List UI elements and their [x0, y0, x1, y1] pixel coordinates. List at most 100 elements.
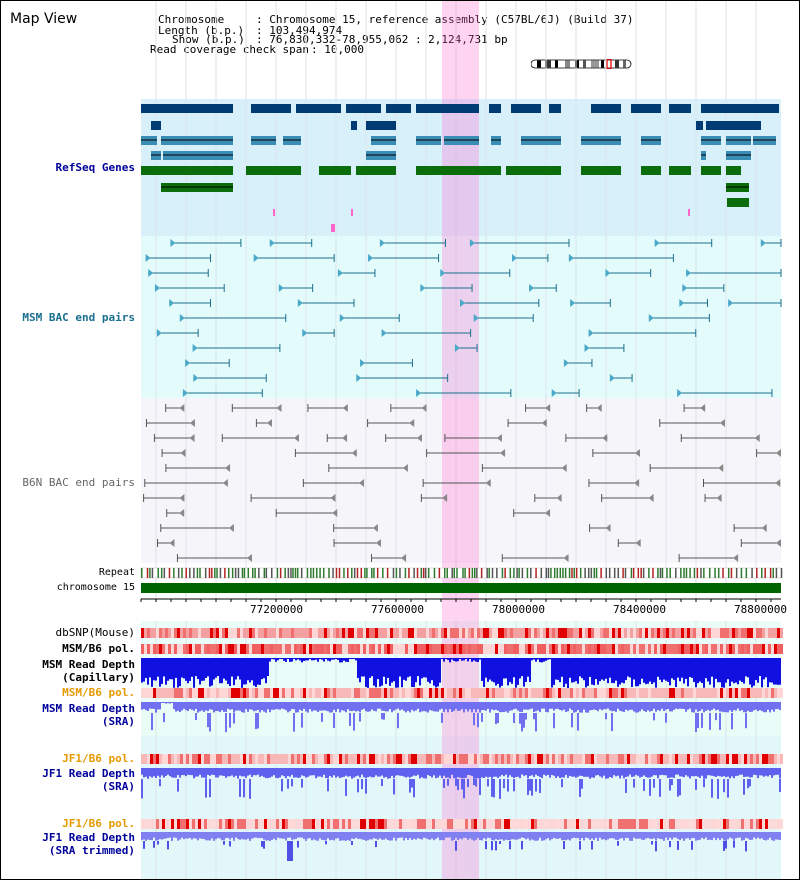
b6n-bac-end	[375, 539, 381, 547]
depth-bar	[707, 702, 709, 710]
depth-bar	[681, 702, 683, 709]
heat-cell	[735, 688, 738, 698]
depth-bar	[777, 768, 779, 775]
depth-bar	[379, 702, 381, 709]
depth-bar	[373, 702, 375, 711]
depth-bar	[307, 658, 309, 661]
depth-bar	[439, 702, 441, 710]
msm-bac-end	[584, 344, 590, 352]
depth-bar	[679, 702, 681, 709]
repeat-element	[775, 568, 778, 578]
depth-bar	[687, 832, 689, 839]
depth-bar	[199, 768, 201, 775]
depth-bar	[709, 713, 711, 730]
depth-bar	[195, 658, 197, 677]
heat-cell	[723, 754, 726, 764]
heat-cell	[597, 688, 600, 698]
depth-bar	[547, 702, 549, 713]
heat-cell	[726, 688, 729, 698]
heat-cell	[657, 688, 660, 698]
depth-bar	[265, 768, 267, 779]
depth-bar	[425, 702, 427, 712]
heat-cell	[624, 644, 627, 654]
depth-bar	[475, 768, 477, 779]
depth-bar	[371, 768, 373, 778]
heat-cell	[303, 628, 306, 638]
depth-bar	[749, 702, 751, 713]
depth-bar	[705, 768, 707, 779]
depth-bar	[683, 702, 685, 710]
heat-cell	[504, 819, 507, 829]
depth-bar	[289, 841, 291, 861]
depth-bar	[317, 768, 319, 777]
depth-bar	[735, 832, 737, 839]
depth-bar	[527, 702, 529, 710]
depth-bar	[257, 702, 259, 710]
heat-cell	[453, 754, 456, 764]
heat-cell	[483, 819, 486, 829]
depth-bar	[407, 702, 409, 711]
heat-cell	[681, 819, 684, 829]
heat-cell	[696, 819, 699, 829]
depth-bar	[355, 702, 357, 712]
depth-bar	[559, 658, 561, 683]
msm-bac-end	[469, 239, 475, 247]
depth-bar	[317, 658, 319, 662]
depth-bar	[305, 702, 307, 712]
depth-bar	[573, 768, 575, 777]
heat-cell	[159, 688, 162, 698]
chromosome-value: : Chromosome 15, reference assembly (C57…	[256, 13, 634, 26]
heat-cell	[549, 819, 552, 829]
depth-bar	[695, 658, 697, 688]
depth-bar	[317, 832, 319, 841]
depth-bar	[621, 658, 623, 683]
depth-bar	[773, 658, 775, 685]
depth-bar	[707, 832, 709, 840]
depth-bar	[313, 768, 315, 776]
heat-cell	[780, 688, 783, 698]
msm-bac-end	[551, 389, 557, 397]
heat-cell	[774, 819, 777, 829]
depth-bar	[529, 658, 531, 682]
depth-bar	[677, 779, 679, 797]
heat-cell	[336, 628, 339, 638]
depth-bar	[655, 702, 657, 712]
heat-cell	[267, 644, 270, 654]
heat-cell	[162, 688, 165, 698]
heat-cell	[534, 754, 537, 764]
heat-cell	[348, 628, 351, 638]
depth-bar	[241, 832, 243, 840]
depth-bar	[265, 702, 267, 713]
depth-bar	[757, 832, 759, 838]
depth-bar	[509, 768, 511, 776]
depth-bar	[629, 658, 631, 678]
depth-bar	[635, 658, 637, 687]
heat-cell	[453, 644, 456, 654]
repeat-element	[568, 568, 571, 578]
heat-cell	[432, 688, 435, 698]
depth-bar	[393, 779, 395, 795]
b6n-bac-end	[733, 554, 739, 562]
depth-bar	[297, 658, 299, 660]
depth-bar	[541, 658, 543, 663]
repeat-element	[693, 568, 696, 578]
depth-bar	[599, 702, 601, 710]
heat-cell	[492, 819, 495, 829]
gene-block	[549, 104, 561, 113]
repeat-element	[579, 568, 582, 578]
depth-bar	[145, 768, 147, 777]
depth-bar	[513, 779, 515, 792]
depth-bar	[731, 713, 733, 730]
depth-bar	[485, 832, 487, 840]
depth-bar	[421, 768, 423, 778]
depth-bar	[261, 768, 263, 776]
depth-bar	[537, 768, 539, 776]
heat-cell	[246, 688, 249, 698]
gene-block	[366, 121, 396, 130]
depth-bar	[621, 702, 623, 712]
repeat-element	[468, 568, 471, 578]
b6n-bac-end	[596, 404, 602, 412]
heat-cell	[546, 754, 549, 764]
msm-bac-end	[473, 314, 479, 322]
